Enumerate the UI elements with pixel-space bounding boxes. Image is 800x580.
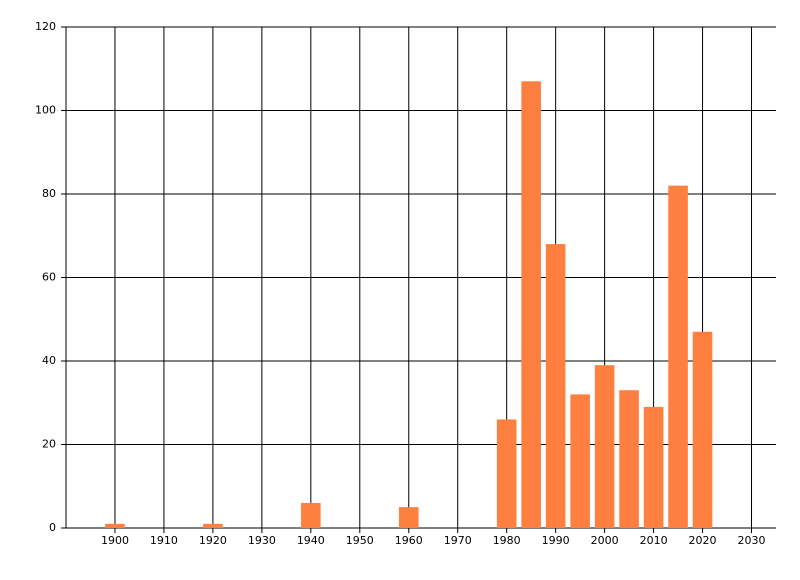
bar	[545, 244, 566, 528]
bar	[105, 523, 125, 528]
y-tick-label: 100	[35, 104, 56, 117]
bar	[668, 185, 688, 528]
x-tick-label: 2000	[591, 534, 619, 547]
bar	[203, 523, 223, 528]
x-tick-label: 1930	[248, 534, 276, 547]
y-tick-label: 40	[42, 354, 56, 367]
y-tick-label: 80	[42, 187, 56, 200]
x-tick-label: 1990	[542, 534, 570, 547]
x-tick-label: 1970	[444, 534, 472, 547]
y-tick-label: 120	[35, 20, 56, 33]
y-tick-label: 60	[42, 271, 56, 284]
x-tick-label: 1980	[493, 534, 521, 547]
bar	[594, 365, 615, 528]
x-tick-label: 1950	[346, 534, 374, 547]
x-tick-label: 2010	[640, 534, 668, 547]
x-tick-label: 1910	[150, 534, 178, 547]
bar	[521, 81, 541, 529]
bar	[398, 507, 419, 528]
x-tick-label: 1940	[297, 534, 325, 547]
bar	[643, 406, 664, 528]
bar	[619, 390, 639, 528]
bar	[301, 502, 321, 528]
x-tick-label: 2030	[738, 534, 766, 547]
x-tick-label: 1900	[101, 534, 129, 547]
bar	[570, 394, 590, 528]
y-tick-label: 20	[42, 438, 56, 451]
y-tick-label: 0	[49, 521, 56, 534]
x-tick-label: 1960	[395, 534, 423, 547]
x-tick-label: 1920	[199, 534, 227, 547]
bar	[692, 331, 713, 528]
bar	[496, 419, 517, 528]
x-tick-label: 2020	[689, 534, 717, 547]
